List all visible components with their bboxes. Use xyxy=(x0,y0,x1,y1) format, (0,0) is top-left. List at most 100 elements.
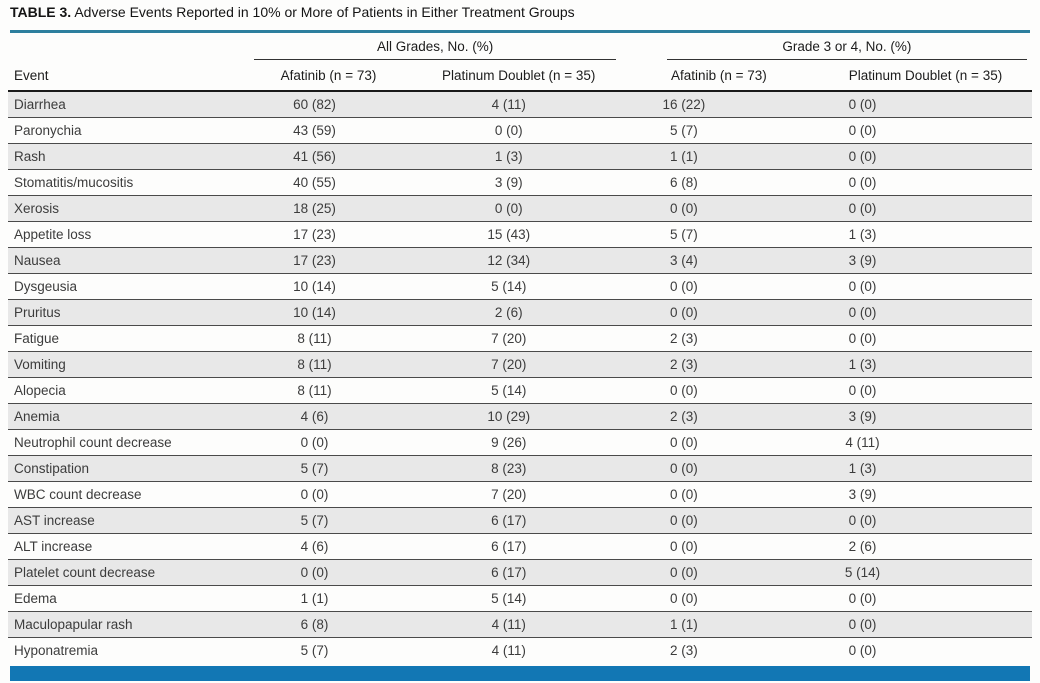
value-cell: 5 (14) xyxy=(491,279,527,294)
adverse-events-table: All Grades, No. (%) Grade 3 or 4, No. (%… xyxy=(8,33,1032,663)
value-cell: 0 (0) xyxy=(848,201,877,216)
table-header: All Grades, No. (%) Grade 3 or 4, No. (%… xyxy=(8,33,1032,92)
value-cell: 5 (7) xyxy=(300,643,329,658)
value-cell: 6 (17) xyxy=(491,565,527,580)
event-cell: Anemia xyxy=(14,409,60,424)
table-row: Paronychia 43 (59) 0 (0) 5 (7) 0 (0) xyxy=(8,118,1032,144)
value-cell: 4 (6) xyxy=(300,539,329,554)
value-cell: 0 (0) xyxy=(670,539,698,554)
value-cell: 4 (11) xyxy=(845,435,880,450)
value-cell: 1 (1) xyxy=(670,617,698,632)
table-row: Vomiting 8 (11) 7 (20) 2 (3) 1 (3) xyxy=(8,351,1032,378)
value-cell: 17 (23) xyxy=(293,227,336,242)
value-cell: 5 (14) xyxy=(491,591,527,606)
value-cell: 6 (17) xyxy=(491,539,527,554)
column-header-afatinib-all-grades: Afatinib (n = 73) xyxy=(238,60,419,92)
value-cell: 1 (3) xyxy=(848,227,877,242)
value-cell: 1 (3) xyxy=(848,461,877,476)
value-cell: 2 (3) xyxy=(670,409,698,424)
value-cell: 0 (0) xyxy=(670,383,698,398)
value-cell: 41 (56) xyxy=(293,149,336,164)
value-cell: 12 (34) xyxy=(487,253,531,268)
value-cell: 0 (0) xyxy=(670,487,698,502)
value-cell: 4 (11) xyxy=(491,643,526,658)
event-cell: Paronychia xyxy=(14,123,82,138)
event-cell: WBC count decrease xyxy=(14,487,142,502)
value-cell: 3 (9) xyxy=(848,409,877,424)
value-cell: 5 (7) xyxy=(300,461,329,476)
event-cell: Xerosis xyxy=(14,201,60,216)
value-cell: 1 (1) xyxy=(670,149,698,164)
value-cell: 8 (23) xyxy=(491,461,527,476)
table-row: WBC count decrease 0 (0) 7 (20) 0 (0) 3 … xyxy=(8,482,1032,508)
value-cell: 0 (0) xyxy=(670,591,698,606)
table-row: Dysgeusia 10 (14) 5 (14) 0 (0) 0 (0) xyxy=(8,274,1032,300)
event-cell: Hyponatremia xyxy=(14,643,99,658)
table-row: Fatigue 8 (11) 7 (20) 2 (3) 0 (0) xyxy=(8,326,1032,352)
event-cell: ALT increase xyxy=(14,539,93,554)
value-cell: 2 (3) xyxy=(670,357,698,372)
value-cell: 0 (0) xyxy=(670,305,698,320)
value-cell: 3 (9) xyxy=(848,487,877,502)
table-title-text: Adverse Events Reported in 10% or More o… xyxy=(74,4,575,20)
table-title: TABLE 3. Adverse Events Reported in 10% … xyxy=(8,4,1032,21)
value-cell: 0 (0) xyxy=(300,487,329,502)
event-cell: Edema xyxy=(14,591,57,606)
value-cell: 7 (20) xyxy=(491,331,527,346)
table-row: Xerosis 18 (25) 0 (0) 0 (0) 0 (0) xyxy=(8,195,1032,222)
value-cell: 4 (11) xyxy=(491,97,526,112)
value-cell: 0 (0) xyxy=(848,331,877,346)
value-cell: 0 (0) xyxy=(848,643,877,658)
value-cell: 0 (0) xyxy=(494,123,523,138)
column-group-all-grades: All Grades, No. (%) xyxy=(238,33,618,60)
value-cell: 10 (14) xyxy=(293,279,336,294)
value-cell: 2 (3) xyxy=(670,331,698,346)
value-cell: 4 (11) xyxy=(491,617,526,632)
value-cell: 7 (20) xyxy=(491,357,527,372)
value-cell: 1 (3) xyxy=(494,149,523,164)
column-group-grade-3-4: Grade 3 or 4, No. (%) xyxy=(619,33,1032,60)
value-cell: 0 (0) xyxy=(848,591,877,606)
column-group-row: All Grades, No. (%) Grade 3 or 4, No. (%… xyxy=(8,33,1032,60)
value-cell: 6 (8) xyxy=(670,175,698,190)
event-cell: Fatigue xyxy=(14,331,60,346)
value-cell: 4 (6) xyxy=(300,409,329,424)
event-cell: Appetite loss xyxy=(14,227,92,242)
table-row: Constipation 5 (7) 8 (23) 0 (0) 1 (3) xyxy=(8,455,1032,482)
value-cell: 0 (0) xyxy=(300,565,329,580)
value-cell: 0 (0) xyxy=(670,201,698,216)
value-cell: 10 (29) xyxy=(487,409,531,424)
value-cell: 8 (11) xyxy=(297,357,332,372)
event-cell: Rash xyxy=(14,149,46,164)
value-cell: 5 (7) xyxy=(670,227,698,242)
column-header-event: Event xyxy=(8,60,239,92)
value-cell: 0 (0) xyxy=(848,97,877,112)
table-row: Edema 1 (1) 5 (14) 0 (0) 0 (0) xyxy=(8,586,1032,612)
event-cell: Stomatitis/mucositis xyxy=(14,175,134,190)
value-cell: 0 (0) xyxy=(848,279,877,294)
table-row: Diarrhea 60 (82) 4 (11) 16 (22) 0 (0) xyxy=(8,91,1032,118)
value-cell: 0 (0) xyxy=(494,201,523,216)
table-row: Anemia 4 (6) 10 (29) 2 (3) 3 (9) xyxy=(8,403,1032,430)
table-row: Appetite loss 17 (23) 15 (43) 5 (7) 1 (3… xyxy=(8,222,1032,248)
value-cell: 5 (7) xyxy=(300,513,329,528)
table-row: Neutrophil count decrease 0 (0) 9 (26) 0… xyxy=(8,430,1032,456)
value-cell: 0 (0) xyxy=(670,435,698,450)
value-cell: 0 (0) xyxy=(848,175,877,190)
event-cell: Maculopapular rash xyxy=(14,617,133,632)
column-header-platinum-grade-3-4: Platinum Doublet (n = 35) xyxy=(818,60,1032,92)
title-divider-rule xyxy=(10,30,1030,33)
table-row: Pruritus 10 (14) 2 (6) 0 (0) 0 (0) xyxy=(8,299,1032,326)
column-group-grade-3-4-label: Grade 3 or 4, No. (%) xyxy=(666,39,1027,60)
value-cell: 0 (0) xyxy=(848,305,877,320)
value-cell: 0 (0) xyxy=(848,513,877,528)
value-cell: 0 (0) xyxy=(300,435,329,450)
value-cell: 3 (9) xyxy=(848,253,877,268)
column-header-afatinib-grade-3-4: Afatinib (n = 73) xyxy=(618,60,819,92)
value-cell: 0 (0) xyxy=(848,617,877,632)
value-cell: 0 (0) xyxy=(670,461,698,476)
table-row: Platelet count decrease 0 (0) 6 (17) 0 (… xyxy=(8,559,1032,586)
value-cell: 7 (20) xyxy=(491,487,527,502)
table-row: Stomatitis/mucositis 40 (55) 3 (9) 6 (8)… xyxy=(8,170,1032,196)
value-cell: 0 (0) xyxy=(848,123,877,138)
